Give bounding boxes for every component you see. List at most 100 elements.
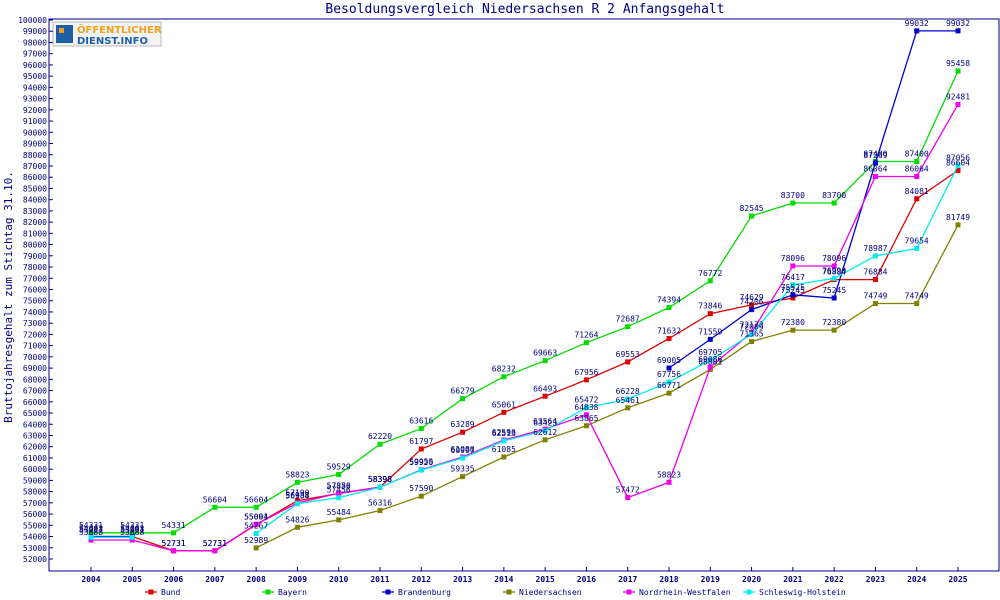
data-point — [460, 474, 466, 480]
y-tick-label: 73000 — [23, 319, 47, 328]
data-point — [831, 327, 837, 333]
data-point — [625, 495, 631, 501]
data-point — [955, 68, 961, 74]
data-point — [418, 446, 424, 452]
data-point — [831, 295, 837, 301]
data-point — [749, 213, 755, 219]
data-label: 61797 — [409, 437, 433, 446]
data-label: 59335 — [451, 465, 475, 474]
y-tick-label: 68000 — [23, 375, 47, 384]
data-point — [418, 493, 424, 499]
y-tick-label: 74000 — [23, 308, 47, 317]
data-label: 87400 — [863, 149, 887, 158]
data-point — [129, 537, 135, 543]
data-label: 65461 — [616, 396, 640, 405]
data-label: 72380 — [822, 318, 846, 327]
x-tick-label: 2019 — [701, 575, 720, 584]
legend-item: Bund — [145, 588, 180, 597]
data-label: 66493 — [533, 384, 557, 393]
data-label: 56604 — [244, 495, 268, 504]
data-point — [914, 196, 920, 202]
data-point — [707, 278, 713, 284]
data-label: 53688 — [120, 528, 144, 537]
data-point — [872, 160, 878, 166]
data-point — [501, 409, 507, 415]
data-label: 57456 — [327, 486, 351, 495]
y-tick-label: 64000 — [23, 420, 47, 429]
data-point — [583, 423, 589, 429]
data-label: 72687 — [616, 315, 640, 324]
data-label: 67756 — [657, 370, 681, 379]
data-point — [790, 282, 796, 288]
data-label: 61085 — [492, 445, 516, 454]
series-line — [91, 104, 959, 552]
data-label: 58823 — [657, 470, 681, 479]
data-point — [88, 530, 94, 536]
data-point — [583, 377, 589, 383]
x-tick-label: 2017 — [618, 575, 637, 584]
data-label: 76417 — [781, 273, 805, 282]
data-label: 74749 — [905, 292, 929, 301]
data-point — [583, 412, 589, 418]
y-tick-label: 67000 — [23, 387, 47, 396]
data-label: 58823 — [285, 470, 309, 479]
data-label: 54267 — [244, 522, 268, 531]
data-label: 58398 — [368, 475, 392, 484]
y-tick-label: 93000 — [23, 95, 47, 104]
legend-label: Brandenburg — [398, 588, 451, 597]
data-point — [625, 396, 631, 402]
data-point — [625, 359, 631, 365]
data-label: 72172 — [740, 320, 764, 329]
data-point — [749, 339, 755, 345]
y-tick-label: 53000 — [23, 544, 47, 553]
data-label: 66279 — [451, 387, 475, 396]
data-labels: 54003 54003 52731 52731 55061 57190 57836 58398… — [79, 19, 970, 548]
y-tick-label: 87000 — [23, 162, 47, 171]
data-point — [955, 167, 961, 173]
series-line — [91, 169, 959, 552]
data-label: 99032 — [905, 19, 929, 28]
series-layer — [88, 28, 961, 554]
data-label: 52731 — [162, 539, 186, 548]
data-point — [790, 327, 796, 333]
data-point — [831, 275, 837, 281]
y-tick-label: 77000 — [23, 274, 47, 283]
data-label: 65061 — [492, 400, 516, 409]
data-label: 69086 — [698, 355, 722, 364]
data-label: 57850 — [327, 481, 351, 490]
data-point — [212, 548, 218, 554]
y-tick-label: 76000 — [23, 286, 47, 295]
y-tick-label: 97000 — [23, 50, 47, 59]
data-label: 86064 — [863, 164, 887, 173]
data-point — [377, 484, 383, 490]
data-point — [583, 340, 589, 346]
data-point — [707, 311, 713, 317]
y-tick-label: 80000 — [23, 241, 47, 250]
data-point — [542, 437, 548, 443]
x-tick-label: 2007 — [205, 575, 224, 584]
x-tick-label: 2023 — [866, 575, 885, 584]
legend-label: Schleswig-Holstein — [759, 588, 846, 597]
data-label: 52731 — [203, 539, 227, 548]
x-tick-label: 2011 — [370, 575, 389, 584]
data-label: 61086 — [451, 445, 475, 454]
data-label: 66771 — [657, 381, 681, 390]
data-label: 55484 — [327, 508, 351, 517]
x-tick-label: 2006 — [164, 575, 183, 584]
legend-item: Niedersachsen — [503, 588, 582, 597]
y-tick-label: 99000 — [23, 27, 47, 36]
x-tick-label: 2012 — [412, 575, 431, 584]
y-tick-label: 72000 — [23, 330, 47, 339]
data-point — [88, 537, 94, 543]
data-point — [212, 504, 218, 510]
legend-item: Schleswig-Holstein — [743, 588, 846, 597]
data-point — [253, 521, 259, 527]
legend-swatch-marker — [385, 589, 391, 595]
data-label: 95458 — [946, 59, 970, 68]
data-label: 56988 — [285, 491, 309, 500]
data-label: 52989 — [244, 536, 268, 545]
y-tick-label: 79000 — [23, 252, 47, 261]
data-label: 63616 — [409, 417, 433, 426]
y-tick-label: 81000 — [23, 229, 47, 238]
y-tick-label: 85000 — [23, 184, 47, 193]
